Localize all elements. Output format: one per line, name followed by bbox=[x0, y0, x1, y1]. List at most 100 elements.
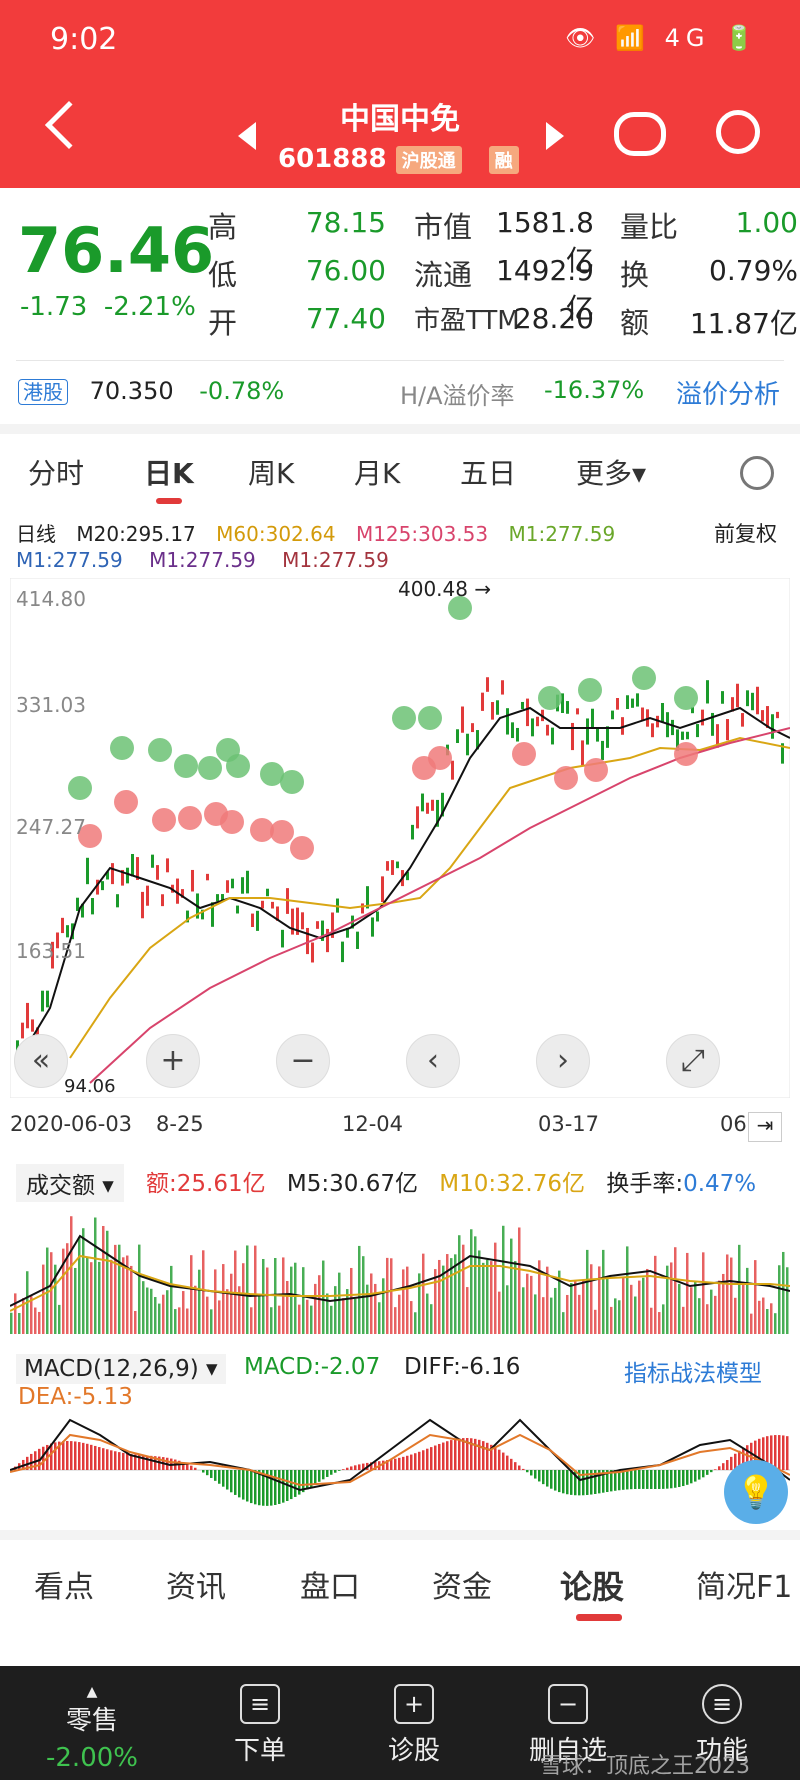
volume-selector[interactable]: 成交额 ▾ bbox=[16, 1164, 124, 1202]
macd-bar bbox=[674, 1470, 677, 1488]
volume-bar bbox=[14, 1293, 17, 1334]
candle bbox=[66, 925, 69, 938]
tab-discussion[interactable]: 论股 bbox=[560, 1568, 625, 1606]
candle bbox=[686, 731, 689, 740]
search-icon[interactable] bbox=[716, 110, 760, 154]
macd-bar bbox=[230, 1470, 233, 1493]
indicator-strategy-link[interactable]: 指标战法模型 bbox=[624, 1361, 762, 1387]
last-price: 76.46 bbox=[18, 214, 215, 287]
volume-bar bbox=[250, 1307, 253, 1334]
tab-5day[interactable]: 五日 bbox=[460, 457, 517, 490]
settings-icon[interactable] bbox=[740, 456, 774, 490]
volume-bar bbox=[206, 1296, 209, 1334]
tab-news[interactable]: 资讯 bbox=[166, 1570, 226, 1605]
adjust-toggle[interactable]: 前复权 bbox=[714, 522, 777, 546]
macd-bar bbox=[606, 1470, 609, 1493]
candle bbox=[356, 931, 359, 949]
candle bbox=[696, 724, 699, 738]
volume-bar bbox=[522, 1287, 525, 1334]
macd-selector[interactable]: MACD(12,26,9) ▾ bbox=[16, 1354, 226, 1384]
tab-profile[interactable]: 简况F1 bbox=[696, 1570, 793, 1605]
volume-bar bbox=[394, 1307, 397, 1334]
candle bbox=[326, 928, 329, 953]
pan-right-button[interactable]: › bbox=[536, 1034, 590, 1088]
tab-more[interactable]: 更多▾ bbox=[576, 457, 647, 490]
remove-watchlist-button[interactable]: − 删自选 bbox=[508, 1684, 628, 1767]
volume-bar bbox=[30, 1296, 33, 1334]
sell-signal-marker bbox=[538, 686, 562, 710]
volume-bar bbox=[286, 1281, 289, 1334]
tab-highlights[interactable]: 看点 bbox=[34, 1570, 94, 1605]
candle bbox=[306, 927, 309, 955]
zoom-out-button[interactable]: − bbox=[276, 1034, 330, 1088]
pan-left-button[interactable]: ‹ bbox=[406, 1034, 460, 1088]
macd-bar bbox=[298, 1470, 301, 1495]
float-label: 流通 bbox=[414, 258, 473, 292]
volume-bar bbox=[422, 1253, 425, 1334]
volume-bar bbox=[314, 1283, 317, 1334]
volume-bar bbox=[246, 1245, 249, 1334]
candle bbox=[731, 697, 734, 712]
buy-signal-marker bbox=[220, 810, 244, 834]
volume-bar bbox=[758, 1300, 761, 1334]
volume-bar bbox=[530, 1275, 533, 1334]
zoom-in-button[interactable]: + bbox=[146, 1034, 200, 1088]
candle bbox=[216, 894, 219, 902]
candle bbox=[176, 878, 179, 904]
macd-bar bbox=[738, 1450, 741, 1470]
macd-bar bbox=[570, 1470, 573, 1495]
functions-button[interactable]: ≡ 功能 bbox=[662, 1684, 782, 1767]
robot-icon[interactable] bbox=[614, 112, 666, 156]
jump-latest-icon[interactable]: ⇥ bbox=[748, 1112, 782, 1142]
premium-analysis-link[interactable]: 溢价分析 bbox=[676, 380, 781, 410]
sell-signal-marker bbox=[448, 596, 472, 620]
kline-chart[interactable]: 414.80 331.03 247.27 163.51 400.48 → 94.… bbox=[10, 578, 790, 1098]
open-label: 开 bbox=[208, 306, 238, 340]
buy-signal-marker bbox=[512, 742, 536, 766]
macd-bar bbox=[254, 1470, 257, 1505]
volume-bar bbox=[74, 1267, 77, 1334]
candle bbox=[106, 871, 109, 880]
macd-bar bbox=[726, 1460, 729, 1470]
low-label: 94.06 bbox=[64, 1076, 116, 1097]
candle bbox=[591, 708, 594, 729]
candle bbox=[476, 730, 479, 750]
content-tab-indicator bbox=[576, 1614, 622, 1621]
retail-pct: -2.00% bbox=[46, 1743, 138, 1773]
hint-lightbulb-icon[interactable]: 💡 bbox=[724, 1460, 788, 1524]
ma60-label: M60:302.64 bbox=[216, 522, 336, 546]
candle bbox=[136, 857, 139, 880]
tab-monthly[interactable]: 月K bbox=[354, 457, 401, 490]
volume-bar bbox=[502, 1225, 505, 1334]
macd-bar bbox=[582, 1470, 585, 1496]
tab-daily[interactable]: 日K bbox=[144, 457, 194, 490]
diagnose-button[interactable]: + 诊股 bbox=[354, 1684, 474, 1767]
candle bbox=[636, 693, 639, 707]
candle bbox=[86, 857, 89, 885]
macd-bar bbox=[770, 1435, 773, 1470]
tab-funds[interactable]: 资金 bbox=[432, 1570, 492, 1605]
macd-bar bbox=[470, 1438, 473, 1470]
tab-weekly[interactable]: 周K bbox=[248, 457, 295, 490]
volume-bar bbox=[318, 1275, 321, 1334]
volume-bar bbox=[738, 1244, 741, 1334]
macd-bar bbox=[562, 1470, 565, 1494]
retail-button[interactable]: ▲ 零售 -2.00% bbox=[32, 1684, 152, 1773]
tab-intraday[interactable]: 分时 bbox=[28, 457, 85, 490]
order-button[interactable]: ≡ 下单 bbox=[200, 1684, 320, 1767]
macd-bar bbox=[42, 1446, 45, 1470]
prev-stock-icon[interactable] bbox=[238, 122, 256, 150]
macd-bar bbox=[662, 1470, 665, 1489]
next-stock-icon[interactable] bbox=[546, 122, 564, 150]
candle bbox=[491, 702, 494, 720]
volume-bar bbox=[130, 1265, 133, 1334]
tab-orderbook[interactable]: 盘口 bbox=[300, 1570, 360, 1605]
fullscreen-button[interactable]: ⤢ bbox=[666, 1034, 720, 1088]
volume-bar bbox=[710, 1289, 713, 1334]
macd-bar bbox=[302, 1470, 305, 1493]
candle bbox=[701, 709, 704, 726]
pan-left-far-button[interactable]: « bbox=[14, 1034, 68, 1088]
candle bbox=[626, 695, 629, 710]
volume-bar bbox=[78, 1236, 81, 1334]
vr-value: 1.00 bbox=[735, 206, 798, 239]
